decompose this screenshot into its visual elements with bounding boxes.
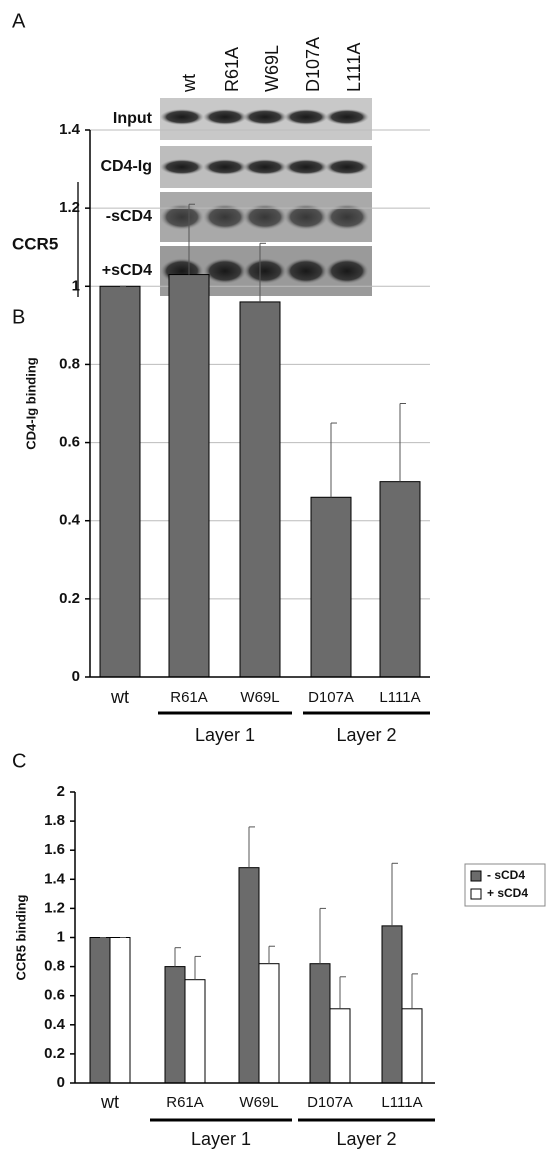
y-tick-label: 0.2 [59, 590, 80, 607]
lane-label: R61A [222, 47, 242, 92]
error-bar [340, 977, 346, 1009]
bar [165, 967, 185, 1083]
error-bar [269, 946, 275, 963]
blot-band [243, 159, 287, 175]
y-tick-label: 0 [72, 668, 80, 685]
y-axis-label: CCR5 binding [13, 894, 28, 980]
y-axis-label: CD4-Ig binding [23, 357, 38, 449]
blot-band [325, 258, 369, 284]
blot-band [325, 109, 369, 125]
lane-label: W69L [262, 45, 282, 92]
lane-label: D107A [303, 37, 323, 92]
bar [90, 938, 110, 1084]
y-tick-label: 0.6 [44, 987, 65, 1004]
y-tick-label: 1.6 [44, 841, 65, 858]
y-tick-label: 2 [57, 783, 65, 800]
bar [330, 1009, 350, 1083]
bar [382, 926, 402, 1083]
error-bar [249, 827, 255, 868]
bar [100, 286, 140, 677]
panel-label: A [12, 10, 26, 32]
row-label: CD4-Ig [100, 158, 152, 175]
y-tick-label: 0.8 [44, 958, 65, 975]
x-tick-label: W69L [239, 1094, 278, 1111]
panel-label: C [12, 750, 26, 772]
bar [239, 868, 259, 1083]
x-tick-label: wt [100, 1092, 119, 1112]
blot-band [203, 109, 247, 125]
group-label: Layer 1 [191, 1129, 251, 1149]
error-bar [412, 974, 418, 1009]
bar [402, 1009, 422, 1083]
bar [380, 482, 420, 677]
error-bar [195, 956, 201, 979]
y-tick-label: 1.2 [44, 899, 65, 916]
y-tick-label: 1 [72, 277, 80, 294]
figure: A CCR5 wt R61A W69L D107A L111A Input CD4-Ig -s… [0, 0, 547, 1150]
row-label: Input [113, 110, 153, 127]
bar [110, 938, 130, 1084]
panel-label: B [12, 306, 25, 328]
group-label: Layer 2 [336, 1129, 396, 1149]
group-label: Layer 1 [195, 725, 255, 745]
blot-band [243, 109, 287, 125]
bar [310, 964, 330, 1083]
y-tick-label: 1.2 [59, 199, 80, 216]
x-tick-label: D107A [308, 689, 354, 706]
y-tick-label: 1 [57, 928, 65, 945]
bar [169, 275, 209, 677]
x-tick-label: L111A [381, 1094, 422, 1111]
x-tick-label: D107A [307, 1094, 353, 1111]
error-bar [175, 948, 181, 967]
blot-band [284, 109, 328, 125]
error-bar [392, 863, 398, 926]
blot [160, 98, 372, 296]
y-tick-label: 0.8 [59, 355, 80, 372]
legend-label: - sCD4 [487, 868, 525, 882]
bar [311, 497, 351, 677]
blot-band [325, 159, 369, 175]
y-tick-label: 1.4 [59, 121, 81, 138]
blot-band [284, 258, 328, 284]
x-tick-label: wt [110, 687, 129, 707]
blot-band [284, 159, 328, 175]
y-tick-label: 0.4 [59, 512, 81, 529]
group-label: Layer 2 [336, 725, 396, 745]
y-tick-label: 1.4 [44, 870, 66, 887]
x-tick-label: R61A [170, 689, 208, 706]
blot-band [203, 258, 247, 284]
legend-swatch [471, 871, 481, 881]
y-tick-label: 0.6 [59, 434, 80, 451]
error-bar [320, 908, 326, 963]
blot-band [160, 109, 204, 125]
error-bar [331, 423, 337, 497]
blot-band [203, 159, 247, 175]
y-tick-label: 0.4 [44, 1016, 66, 1033]
y-tick-label: 1.8 [44, 812, 65, 829]
x-tick-label: R61A [166, 1094, 204, 1111]
x-tick-label: W69L [240, 689, 279, 706]
row-label: -sCD4 [106, 208, 152, 225]
bar [259, 964, 279, 1083]
blot-band [243, 258, 287, 284]
row-group-label: CCR5 [12, 234, 58, 253]
y-tick-label: 0 [57, 1074, 65, 1091]
legend-swatch [471, 889, 481, 899]
bar [240, 302, 280, 677]
lane-label: wt [179, 74, 199, 93]
y-tick-label: 0.2 [44, 1045, 65, 1062]
lane-label: L111A [344, 43, 364, 92]
blot-band [160, 159, 204, 175]
x-tick-label: L111A [379, 689, 420, 706]
row-label: +sCD4 [102, 262, 152, 279]
bar [185, 980, 205, 1083]
legend-label: + sCD4 [487, 886, 528, 900]
